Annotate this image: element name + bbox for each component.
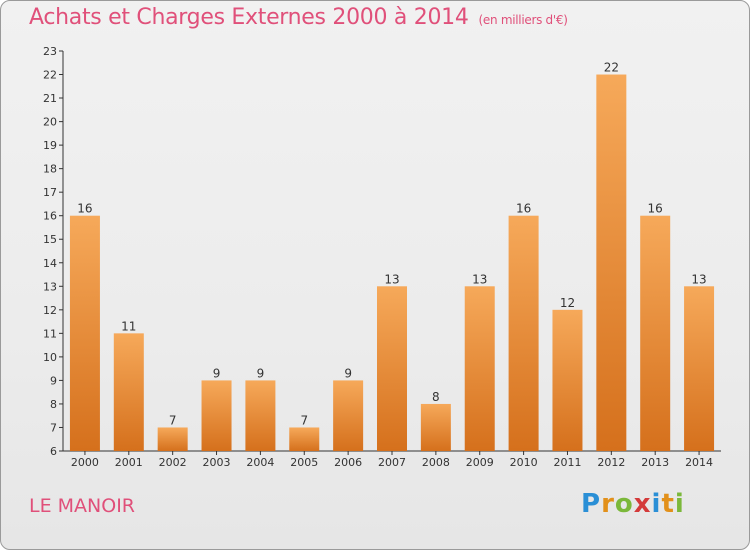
y-tick-label: 7 [50,421,57,434]
bar [464,286,495,451]
chart-unit: (en milliers d'€) [478,13,568,27]
bar [157,427,188,451]
x-tick-label: 2009 [466,456,494,469]
bar [640,215,671,451]
x-tick-label: 2001 [115,456,143,469]
bar [377,286,407,451]
chart-title-text: Achats et Charges Externes 2000 à 2014 [29,5,469,30]
y-tick-label: 13 [43,280,57,293]
y-tick-label: 20 [43,116,57,129]
bar-value-label: 9 [257,366,265,380]
bar [552,309,583,451]
y-tick-label: 21 [43,92,57,105]
bar-value-label: 13 [384,272,399,286]
y-tick-label: 15 [43,233,57,246]
bar-value-label: 13 [472,272,487,286]
x-tick-label: 2011 [553,456,581,469]
y-tick-label: 22 [43,69,57,82]
bar-value-label: 13 [691,272,706,286]
x-tick-label: 2008 [422,456,450,469]
y-tick-label: 16 [43,210,57,223]
x-tick-label: 2012 [597,456,625,469]
y-tick-label: 11 [43,327,57,340]
bar [333,380,364,451]
bar-value-label: 16 [648,202,663,216]
logo-letter: i [651,489,662,519]
bar-value-label: 22 [604,61,619,75]
y-tick-label: 10 [43,351,57,364]
bar-value-label: 8 [432,390,440,404]
bar-value-label: 11 [121,319,136,333]
bar-value-label: 12 [560,296,575,310]
proxiti-logo[interactable]: Proxiti [581,489,685,519]
bar [245,380,276,451]
logo-letter: i [674,489,685,519]
x-tick-label: 2014 [685,456,713,469]
bar [201,380,232,451]
y-tick-label: 14 [43,257,57,270]
x-tick-label: 2007 [378,456,406,469]
y-tick-label: 23 [43,45,57,58]
place-name: LE MANOIR [29,495,135,517]
bar [420,403,451,451]
x-tick-label: 2003 [203,456,231,469]
y-tick-label: 8 [50,398,57,411]
x-tick-label: 2002 [159,456,187,469]
bar-value-label: 16 [77,202,92,216]
logo-letter: t [661,489,675,519]
bar-value-label: 9 [213,366,221,380]
x-tick-label: 2004 [246,456,274,469]
bar [113,333,144,451]
bar [289,427,320,451]
bar-value-label: 7 [169,413,177,427]
bar [69,215,100,451]
y-tick-label: 17 [43,186,57,199]
y-tick-label: 6 [50,445,57,458]
logo-letter: r [601,489,615,519]
y-tick-label: 9 [50,374,57,387]
y-tick-label: 18 [43,163,57,176]
bar [508,215,539,451]
chart-title: Achats et Charges Externes 2000 à 2014 (e… [29,5,568,30]
bar [684,286,715,451]
bar-value-label: 9 [344,366,352,380]
logo-letter: x [633,489,652,519]
bar-value-label: 16 [516,202,531,216]
bar-value-label: 7 [300,413,308,427]
logo-letter: o [614,489,634,519]
x-tick-label: 2000 [71,456,99,469]
y-tick-label: 12 [43,304,57,317]
x-tick-label: 2005 [290,456,318,469]
x-tick-label: 2010 [510,456,538,469]
x-tick-label: 2013 [641,456,669,469]
logo-letter: P [581,489,602,519]
x-tick-label: 2006 [334,456,362,469]
bar [596,74,627,451]
y-tick-label: 19 [43,139,57,152]
